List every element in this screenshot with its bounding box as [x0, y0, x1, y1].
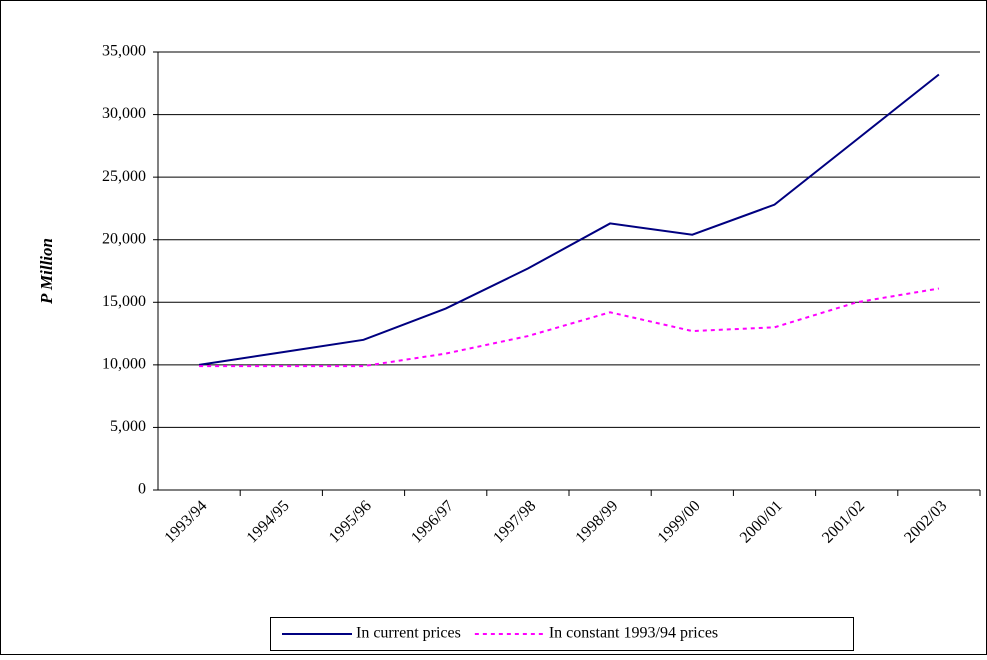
y-tick-label: 10,000	[102, 356, 146, 373]
y-tick-label: 20,000	[102, 230, 146, 247]
y-tick-label: 5,000	[110, 418, 146, 435]
y-tick-label: 30,000	[102, 105, 146, 122]
y-tick-label: 25,000	[102, 168, 146, 185]
series-line	[199, 287, 940, 368]
y-tick-label: 35,000	[102, 43, 146, 60]
y-tick-label: 0	[138, 481, 146, 498]
legend-label: In constant 1993/94 prices	[549, 625, 718, 642]
y-tick-label: 15,000	[102, 293, 146, 310]
legend-box	[270, 617, 854, 651]
y-axis-label: P Million	[37, 238, 56, 305]
series-line	[198, 73, 940, 366]
legend-label: In current prices	[356, 625, 461, 642]
